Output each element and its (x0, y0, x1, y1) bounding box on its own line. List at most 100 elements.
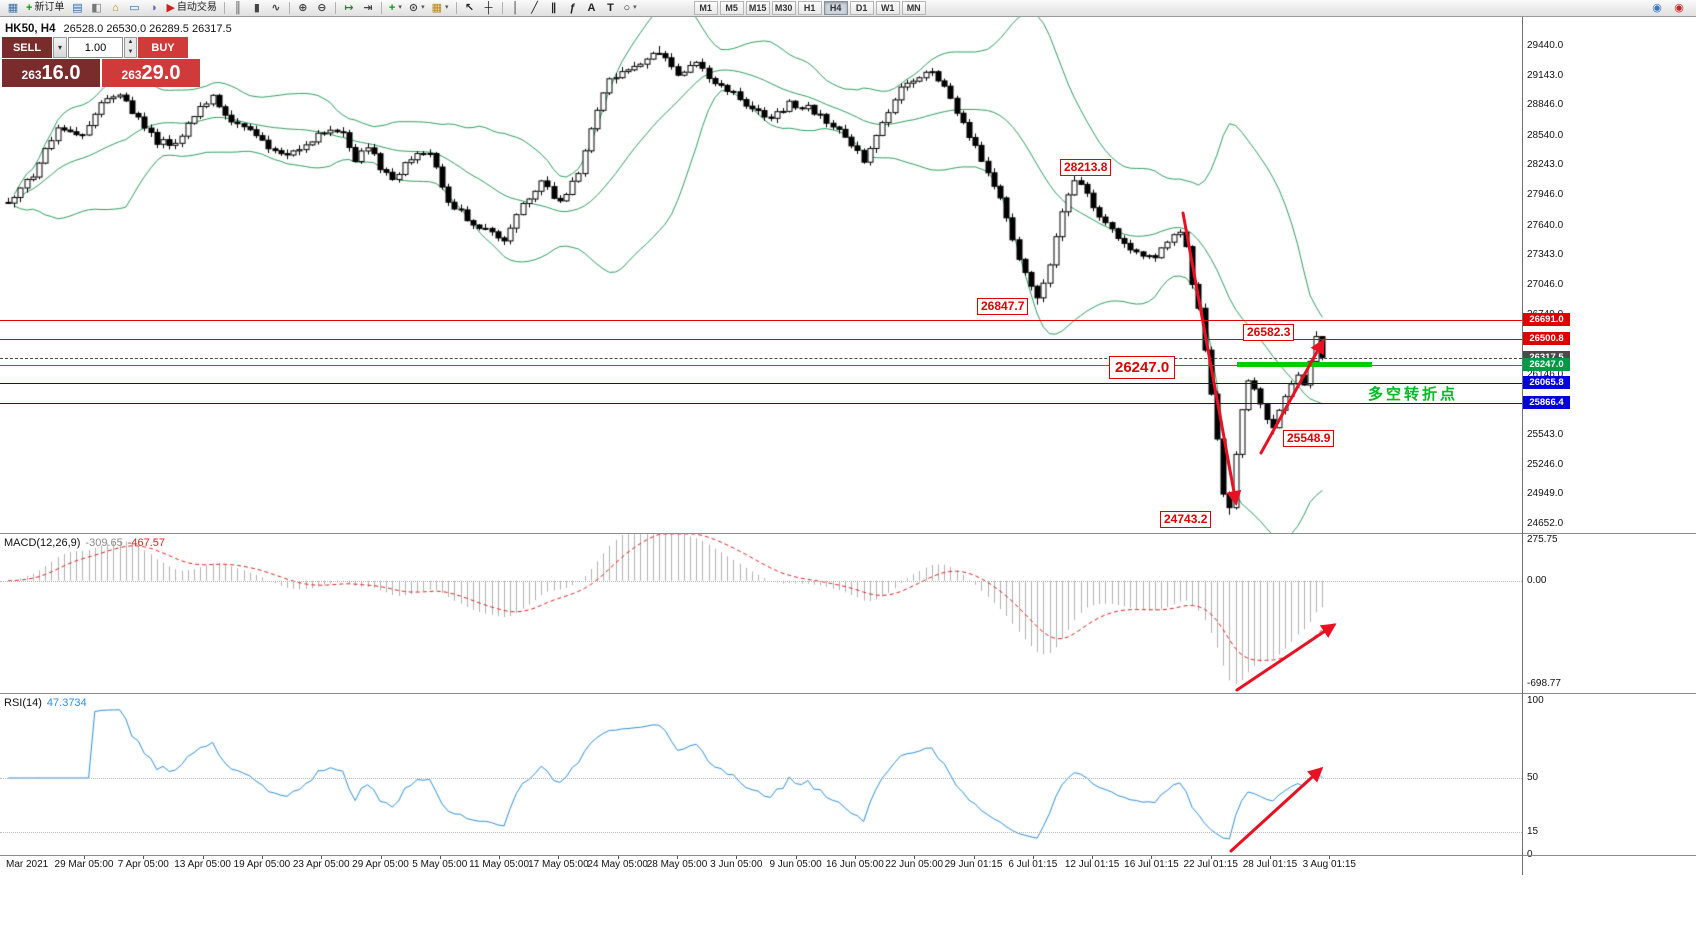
new-order-button[interactable]: + 新订单 (23, 1, 67, 16)
price-scale-label: 24949.0 (1527, 488, 1564, 499)
bar-chart-button[interactable]: ║ (229, 1, 247, 16)
metaquotes-logo-icon[interactable]: ◉ (1674, 2, 1684, 14)
new-order-icon: + (26, 2, 33, 14)
level-line-26247.0[interactable] (0, 365, 1522, 366)
sell-price-button[interactable]: 263 16.0 (2, 59, 100, 87)
community-icon[interactable]: ◉ (1652, 2, 1662, 14)
level-line-26317.5[interactable] (0, 358, 1522, 359)
rsi-panel-separator[interactable] (0, 693, 1696, 694)
price-tag-26500.8: 26500.8 (1523, 332, 1570, 345)
cursor-button[interactable]: ↖ (461, 1, 479, 16)
text-button[interactable]: A (583, 1, 601, 16)
buy-price-button[interactable]: 263 29.0 (102, 59, 200, 87)
price-scale-label: 25246.0 (1527, 459, 1564, 470)
price-scale-label: 26146.0 (1527, 369, 1564, 380)
timeframe-W1[interactable]: W1 (875, 1, 900, 15)
price-callout-26847.7[interactable]: 26847.7 (977, 298, 1029, 315)
rsi-scale-label: 50 (1527, 772, 1539, 783)
vertical-line-button[interactable]: │ (507, 1, 525, 16)
price-callout-24743.2[interactable]: 24743.2 (1160, 511, 1212, 528)
shapes-icon: ○ (623, 2, 631, 14)
indicators-button[interactable]: + ▾ (386, 1, 405, 16)
fibonacci-icon: ƒ (569, 2, 576, 14)
auto-trading-button[interactable]: ▶ 自动交易 (163, 1, 219, 16)
timeframe-MN[interactable]: MN (901, 1, 926, 15)
auto-scroll-button[interactable]: ↦ (340, 1, 358, 16)
macd-main-value: -309.65 (85, 537, 123, 549)
volume-down-icon[interactable]: ▼ (127, 48, 134, 55)
new-chart-button[interactable]: ▦ (4, 1, 22, 16)
chart-shift-button[interactable]: ⇥ (359, 1, 377, 16)
timeframe-M15[interactable]: M15 (745, 1, 770, 15)
level-line-26065.8[interactable] (0, 383, 1522, 384)
turning-zone-highlight[interactable] (1237, 362, 1372, 367)
price-callout-28213.8[interactable]: 28213.8 (1060, 159, 1112, 176)
time-tick (796, 855, 797, 859)
bar-chart-icon: ║ (234, 2, 242, 14)
sell-button[interactable]: SELL (2, 37, 52, 58)
time-label: 7 Apr 05:00 (117, 859, 169, 870)
time-tick (1211, 855, 1212, 859)
price-tag-26247.0: 26247.0 (1523, 358, 1570, 371)
navigator-button[interactable]: ⌂ (106, 1, 124, 16)
market-watch-button[interactable]: ▤ (68, 1, 86, 16)
volume-up-icon[interactable]: ▲ (127, 39, 134, 45)
timeframe-D1[interactable]: D1 (849, 1, 874, 15)
indicators-dropdown-icon: ▾ (398, 4, 402, 11)
time-label: 24 May 05:00 (587, 859, 648, 870)
toolbar-separator (334, 2, 336, 14)
trendline-button[interactable]: ╱ (526, 1, 544, 16)
volume-input[interactable] (68, 37, 123, 58)
data-window-button[interactable]: ◧ (87, 1, 105, 16)
auto-scroll-icon: ↦ (344, 2, 354, 14)
level-line-26691.0[interactable] (0, 320, 1522, 321)
time-label: 12 Jul 01:15 (1064, 859, 1120, 870)
toolbar-separator (501, 2, 503, 14)
trendline-icon: ╱ (531, 2, 538, 14)
navigator-icon: ⌂ (112, 2, 119, 14)
time-label: Mar 2021 (6, 859, 49, 870)
price-callout-25548.9[interactable]: 25548.9 (1283, 430, 1335, 447)
price-axis[interactable] (1522, 17, 1574, 855)
rsi-level-line-15 (0, 832, 1522, 833)
price-callout-26582.3[interactable]: 26582.3 (1243, 324, 1295, 341)
timeframe-M1[interactable]: M1 (693, 1, 718, 15)
order-settings-dropdown[interactable]: ▾ (53, 37, 67, 58)
strategy-tester-button[interactable]: ◑ (144, 1, 162, 16)
timeframe-H4[interactable]: H4 (823, 1, 848, 15)
zoom-in-button[interactable]: ⊕ (294, 1, 312, 16)
turning-point-note[interactable]: 多空转折点 (1368, 386, 1459, 403)
text-label-button[interactable]: T (602, 1, 620, 16)
templates-button[interactable]: ▦ ▾ (429, 1, 452, 16)
periods-button[interactable]: ⊙ ▾ (406, 1, 428, 16)
price-scale-label: 29440.0 (1527, 40, 1564, 51)
time-label: 13 Apr 05:00 (174, 859, 231, 870)
equidistant-channel-button[interactable]: ∥ (545, 1, 563, 16)
time-tick (262, 855, 263, 859)
level-line-26500.8[interactable] (0, 339, 1522, 340)
macd-panel-separator[interactable] (0, 533, 1696, 534)
price-axis-line (1522, 17, 1523, 875)
buy-button[interactable]: BUY (138, 37, 188, 58)
shapes-button[interactable]: ○ ▾ (621, 1, 640, 16)
rsi-scale-label: 0 (1527, 849, 1533, 860)
timeframe-M30[interactable]: M30 (771, 1, 796, 15)
rsi-scale-label: 15 (1527, 826, 1539, 837)
time-tick (381, 855, 382, 859)
crosshair-button[interactable]: ┼ (480, 1, 498, 16)
price-callout-26247.0[interactable]: 26247.0 (1109, 356, 1176, 379)
volume-stepper[interactable]: ▲ ▼ (124, 37, 137, 58)
zoom-out-button[interactable]: ⊖ (313, 1, 331, 16)
fibonacci-button[interactable]: ƒ (564, 1, 582, 16)
time-tick (499, 855, 500, 859)
line-chart-button[interactable]: ∿ (267, 1, 285, 16)
periods-dropdown-icon: ▾ (421, 4, 425, 11)
timeframe-H1[interactable]: H1 (797, 1, 822, 15)
candlestick-chart-button[interactable]: ▮ (248, 1, 266, 16)
auto-trading-label: 自动交易 (176, 2, 217, 13)
timeframe-M5[interactable]: M5 (719, 1, 744, 15)
time-axis[interactable] (0, 856, 1522, 878)
terminal-button[interactable]: ▭ (125, 1, 143, 16)
level-line-25866.4[interactable] (0, 403, 1522, 404)
